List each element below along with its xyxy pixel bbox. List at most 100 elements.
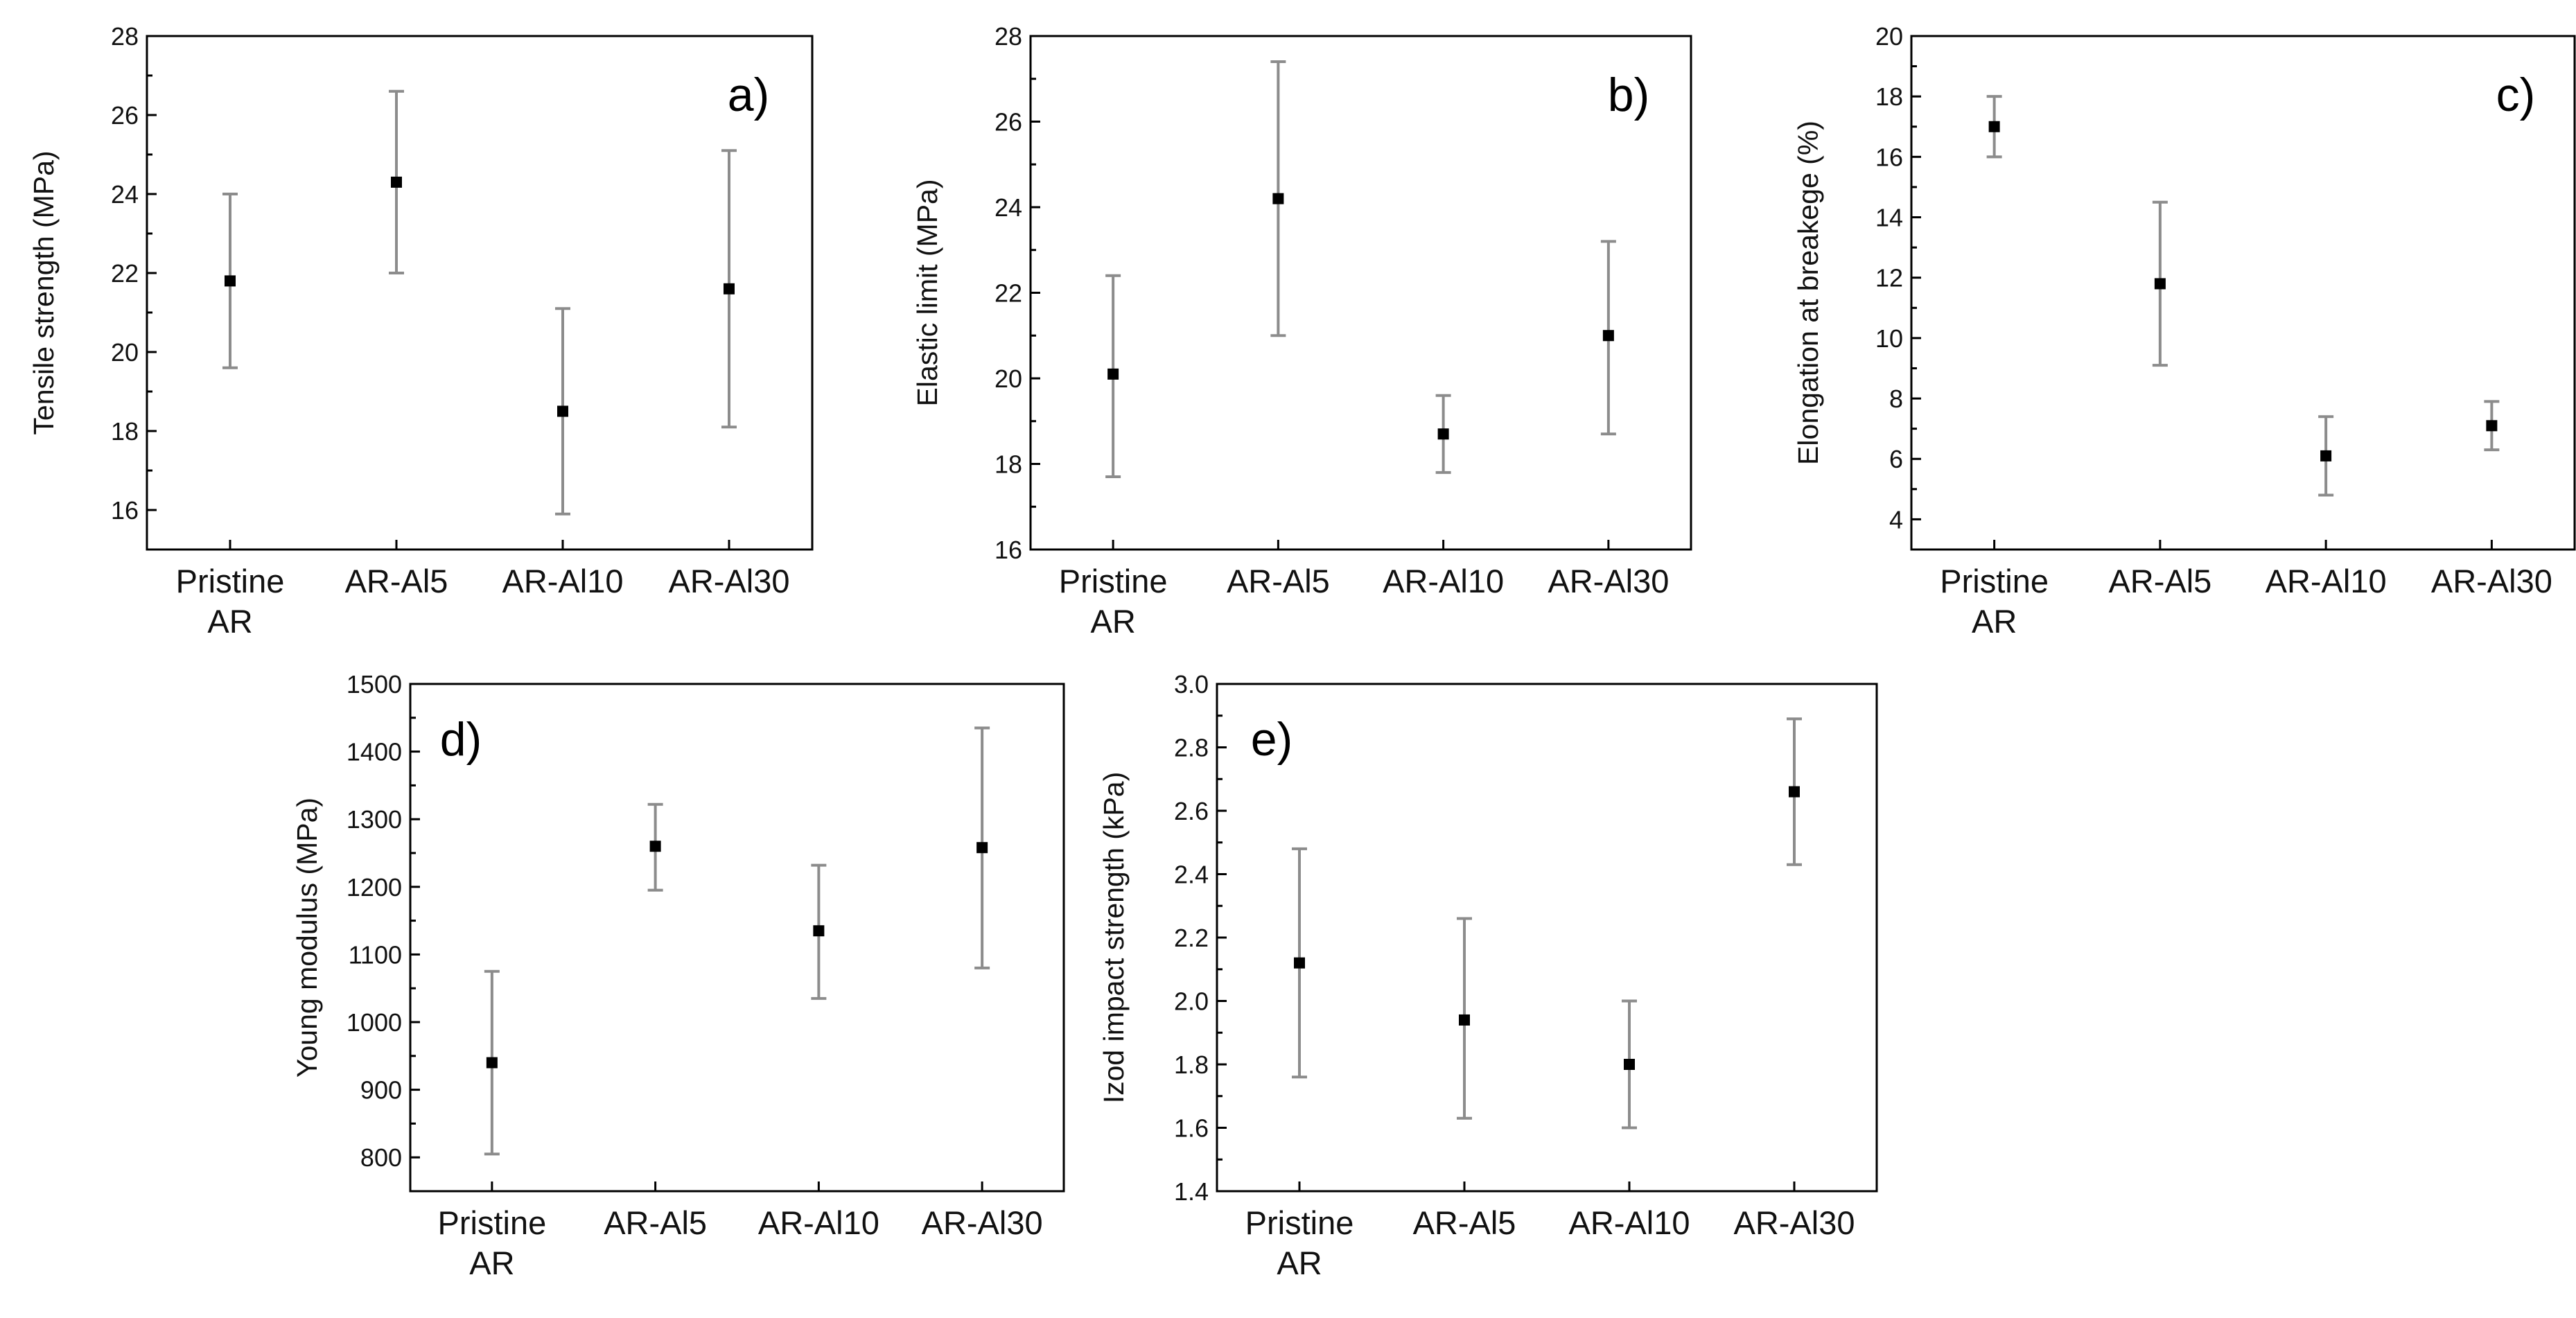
y-tick-label: 1100 bbox=[349, 940, 402, 969]
x-tick-label: AR-Al30 bbox=[922, 1204, 1043, 1241]
x-tick-label: AR-Al10 bbox=[1383, 563, 1504, 599]
panel-d: 800 900 1000 1100 1200 1300 1400 1500 Pristine AR… bbox=[291, 670, 1065, 1281]
y-tick-label: 24 bbox=[111, 180, 139, 209]
y-tick-label: 22 bbox=[111, 259, 139, 288]
y-tick-label: 20 bbox=[1875, 22, 1903, 51]
data-point bbox=[649, 841, 661, 852]
panel-e: 1.4 1.6 1.8 2.0 2.2 2.4 2.6 2.8 3.0 Pristine AR AR-… bbox=[1098, 670, 1878, 1281]
data-point bbox=[1789, 786, 1800, 798]
x-tick-label: AR-Al30 bbox=[1733, 1204, 1855, 1241]
data-point bbox=[1107, 368, 1119, 380]
data-point bbox=[557, 405, 568, 417]
x-tick-label: AR-Al30 bbox=[668, 563, 789, 599]
y-tick-label: 4 bbox=[1889, 505, 1903, 534]
x-tick-label: AR-Al5 bbox=[2108, 563, 2211, 599]
y-tick-label: 16 bbox=[111, 496, 139, 525]
panel-c: 4 6 8 10 12 14 16 18 20 Pristine AR AR-Al5 AR-Al10 AR… bbox=[1792, 22, 2576, 640]
y-axis-label: Elongation at breakege (%) bbox=[1792, 121, 1824, 465]
y-axis-label: Elastic limit (MPa) bbox=[911, 179, 943, 406]
y-tick-label: 800 bbox=[360, 1143, 402, 1172]
x-tick-label: AR-Al30 bbox=[1548, 563, 1669, 599]
y-tick-label: 12 bbox=[1875, 264, 1903, 292]
y-tick-label: 3.0 bbox=[1174, 670, 1209, 698]
plot-frame bbox=[1029, 35, 1692, 551]
y-tick-label: 8 bbox=[1889, 385, 1903, 413]
y-tick-label: 10 bbox=[1875, 324, 1903, 353]
x-tick-label: AR-Al5 bbox=[1413, 1204, 1516, 1241]
y-tick-label: 26 bbox=[111, 101, 139, 130]
y-tick-label: 2.2 bbox=[1174, 924, 1209, 952]
y-tick-label: 22 bbox=[995, 279, 1022, 308]
plot-frame bbox=[1216, 683, 1878, 1193]
data-point bbox=[724, 283, 735, 295]
y-tick-label: 16 bbox=[995, 536, 1022, 564]
panel-label: d) bbox=[440, 713, 482, 766]
y-tick-label: 16 bbox=[1875, 143, 1903, 171]
x-tick-label: Pristine AR bbox=[1940, 563, 2049, 640]
data-point bbox=[1988, 121, 2000, 132]
x-tick-label: AR-Al5 bbox=[1227, 563, 1330, 599]
data-point bbox=[1624, 1059, 1635, 1070]
x-tick-label: AR-Al10 bbox=[2266, 563, 2387, 599]
x-tick-label: AR-Al10 bbox=[502, 563, 623, 599]
plot-frame bbox=[146, 35, 814, 551]
y-tick-label: 18 bbox=[1875, 82, 1903, 111]
y-tick-label: 2.4 bbox=[1174, 861, 1209, 889]
y-tick-label: 1300 bbox=[347, 805, 402, 834]
y-tick-label: 1.4 bbox=[1174, 1177, 1209, 1206]
data-point bbox=[225, 275, 236, 287]
x-tick-label: AR-Al5 bbox=[345, 563, 448, 599]
y-tick-label: 28 bbox=[111, 22, 139, 51]
panel-b: 16 18 20 22 24 26 28 Pristine AR AR-Al5 AR-Al10 AR-… bbox=[911, 22, 1692, 640]
y-tick-label: 24 bbox=[995, 193, 1022, 222]
panel-label: c) bbox=[2496, 69, 2536, 121]
y-tick-label: 18 bbox=[111, 417, 139, 446]
y-tick-label: 1200 bbox=[347, 873, 402, 902]
y-tick-label: 20 bbox=[995, 364, 1022, 393]
x-tick-label: Pristine AR bbox=[176, 563, 285, 640]
data-point bbox=[2320, 450, 2332, 462]
plot-frame bbox=[1910, 35, 2576, 551]
y-axis-label: Young modulus (MPa) bbox=[291, 798, 323, 1078]
y-tick-label: 2.6 bbox=[1174, 797, 1209, 825]
data-point bbox=[1272, 193, 1284, 204]
data-point bbox=[813, 925, 825, 937]
y-tick-label: 2.8 bbox=[1174, 734, 1209, 762]
data-point bbox=[1437, 428, 1449, 440]
y-tick-label: 26 bbox=[995, 108, 1022, 137]
y-tick-label: 28 bbox=[995, 22, 1022, 51]
y-tick-label: 900 bbox=[360, 1076, 402, 1105]
y-axis-label: Tensile strength (MPa) bbox=[28, 150, 60, 434]
data-point bbox=[1294, 957, 1305, 969]
data-point bbox=[486, 1057, 498, 1069]
data-point bbox=[391, 176, 402, 188]
panel-label: e) bbox=[1251, 713, 1293, 766]
x-tick-label: AR-Al10 bbox=[758, 1204, 879, 1241]
x-tick-label: Pristine AR bbox=[438, 1204, 547, 1281]
y-tick-label: 1500 bbox=[347, 670, 402, 698]
y-tick-label: 2.0 bbox=[1174, 987, 1209, 1016]
y-tick-label: 1000 bbox=[347, 1008, 402, 1037]
y-tick-label: 1.6 bbox=[1174, 1114, 1209, 1143]
data-point bbox=[1459, 1014, 1470, 1026]
y-tick-label: 14 bbox=[1875, 204, 1903, 232]
x-tick-label: AR-Al10 bbox=[1568, 1204, 1690, 1241]
data-point bbox=[1602, 330, 1614, 342]
x-tick-label: Pristine AR bbox=[1245, 1204, 1354, 1281]
panel-label: a) bbox=[728, 69, 769, 121]
y-axis-label: Izod impact strength (kPa) bbox=[1098, 772, 1130, 1104]
plot-frame bbox=[409, 683, 1065, 1193]
x-tick-label: AR-Al30 bbox=[2431, 563, 2552, 599]
panel-a: 16 18 20 22 24 26 28 Pristine AR AR-Al5 AR-Al10 AR-… bbox=[28, 22, 814, 640]
y-tick-label: 1400 bbox=[347, 738, 402, 766]
y-tick-label: 18 bbox=[995, 450, 1022, 479]
x-tick-label: AR-Al5 bbox=[604, 1204, 707, 1241]
data-point bbox=[2154, 278, 2166, 290]
y-tick-label: 1.8 bbox=[1174, 1051, 1209, 1079]
x-tick-label: Pristine AR bbox=[1059, 563, 1168, 640]
data-point bbox=[976, 842, 988, 854]
panel-label: b) bbox=[1608, 69, 1649, 121]
data-point bbox=[2486, 420, 2498, 432]
y-tick-label: 20 bbox=[111, 338, 139, 367]
